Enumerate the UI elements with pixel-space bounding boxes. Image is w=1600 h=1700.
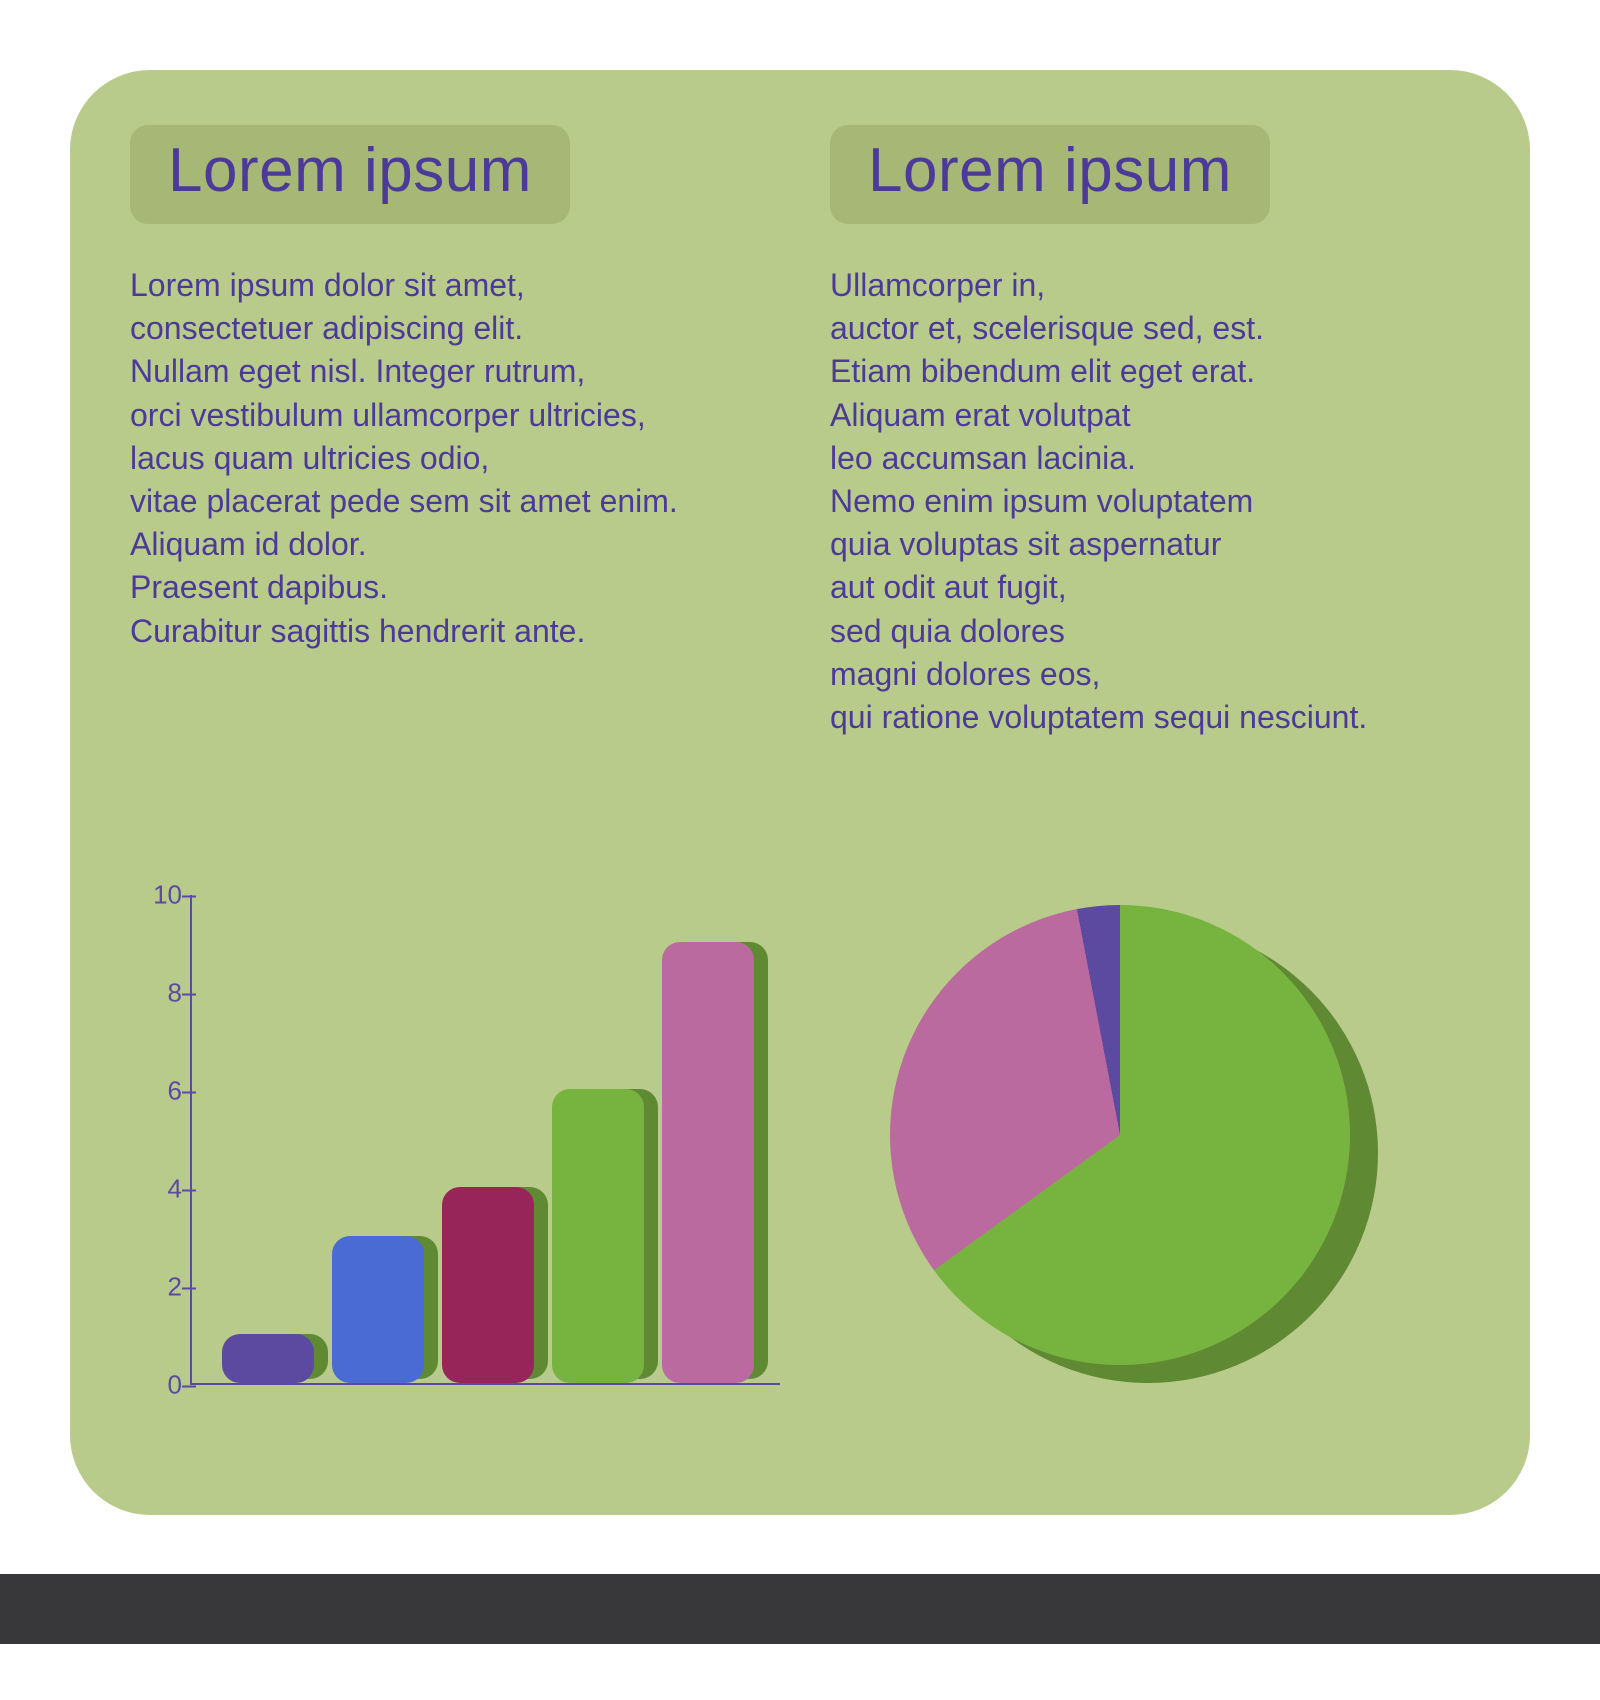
left-title-box: Lorem ipsum — [130, 125, 570, 224]
columns: Lorem ipsum Lorem ipsum dolor sit amet, … — [130, 125, 1470, 739]
pie-face — [890, 905, 1350, 1365]
right-column: Lorem ipsum Ullamcorper in, auctor et, s… — [830, 125, 1470, 739]
bar-chart-bars — [192, 895, 780, 1383]
bar-chart-cell: 0 2 4 6 8 10 — [70, 855, 800, 1475]
infographic-card: Lorem ipsum Lorem ipsum dolor sit amet, … — [70, 70, 1530, 1515]
bar-front — [222, 1334, 314, 1383]
bar-chart-ytick: 10 — [142, 880, 182, 911]
bar-chart-x-axis — [190, 1383, 780, 1385]
bar — [552, 1089, 658, 1383]
bar-chart-ytick: 2 — [142, 1272, 182, 1303]
left-title-text: Lorem ipsum — [168, 136, 532, 205]
footer-bar — [0, 1574, 1600, 1644]
bar — [222, 1334, 328, 1383]
bar-front — [662, 942, 754, 1383]
bar-chart-ytick: 6 — [142, 1076, 182, 1107]
left-column: Lorem ipsum Lorem ipsum dolor sit amet, … — [130, 125, 770, 739]
bar — [442, 1187, 548, 1383]
bar — [662, 942, 768, 1383]
right-title-box: Lorem ipsum — [830, 125, 1270, 224]
bar-front — [552, 1089, 644, 1383]
bar-chart-ytick: 0 — [142, 1370, 182, 1401]
bar — [332, 1236, 438, 1383]
bar-chart-yticks: 0246810 — [140, 895, 190, 1385]
bar-front — [332, 1236, 424, 1383]
bar-chart: 0246810 — [140, 895, 780, 1415]
bar-front — [442, 1187, 534, 1383]
right-title-text: Lorem ipsum — [868, 136, 1232, 205]
left-body-text: Lorem ipsum dolor sit amet, consectetuer… — [130, 264, 770, 653]
pie-chart — [890, 905, 1390, 1405]
pie-chart-cell — [800, 855, 1530, 1475]
right-body-text: Ullamcorper in, auctor et, scelerisque s… — [830, 264, 1470, 739]
charts-row: 0 2 4 6 8 10 — [70, 855, 1530, 1475]
bar-chart-ytick: 4 — [142, 1174, 182, 1205]
bar-chart-ytick: 8 — [142, 978, 182, 1009]
